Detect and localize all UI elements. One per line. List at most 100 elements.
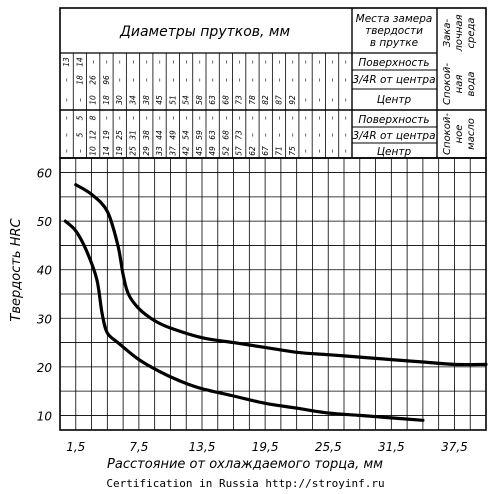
x-axis-label: Расстояние от охлаждаемого торца, мм bbox=[107, 457, 383, 472]
medium-water-2: ная bbox=[454, 75, 465, 94]
table-cell: 73 bbox=[235, 130, 244, 140]
table-cell: – bbox=[102, 60, 111, 64]
table-cell: 58 bbox=[195, 95, 204, 105]
table-cell: 38 bbox=[142, 95, 151, 105]
table-cell: – bbox=[115, 78, 124, 82]
table-cell: 19 bbox=[115, 146, 124, 156]
table-cell: – bbox=[288, 78, 297, 82]
medium-water-3: вода bbox=[466, 71, 477, 96]
medium-water-1: Спокой- bbox=[442, 63, 453, 105]
table-cell: – bbox=[248, 60, 257, 64]
table-cell: 12 bbox=[89, 130, 98, 140]
y-tick-label: 50 bbox=[37, 215, 53, 229]
table-cell: – bbox=[195, 60, 204, 64]
table-cell: 37 bbox=[168, 146, 177, 156]
table-cell: – bbox=[261, 133, 270, 137]
y-tick-label: 20 bbox=[37, 361, 53, 375]
header-place-2: твердости bbox=[365, 25, 423, 37]
table-cell: – bbox=[62, 98, 71, 102]
x-tick-labels: 1,5 7,5 13,5 19,5 25,5 31,5 37,5 bbox=[66, 440, 468, 454]
table-cell: 44 bbox=[155, 130, 164, 140]
x-tick-label: 7,5 bbox=[129, 440, 148, 454]
table-cell: – bbox=[261, 60, 270, 64]
table-cell: – bbox=[168, 116, 177, 120]
table-cell: 49 bbox=[208, 146, 217, 156]
table-cell: 42 bbox=[182, 146, 191, 156]
table-cell: 14 bbox=[75, 57, 84, 67]
table-cell: – bbox=[142, 78, 151, 82]
table-cell: – bbox=[314, 116, 323, 120]
y-tick-labels: 10 20 30 40 50 60 bbox=[37, 167, 53, 424]
table-cell: 51 bbox=[168, 95, 177, 105]
table-cell: – bbox=[208, 116, 217, 120]
table-cell: – bbox=[341, 116, 350, 120]
table-cell: 8 bbox=[89, 115, 98, 120]
x-tick-label: 25,5 bbox=[315, 440, 342, 454]
y-tick-label: 60 bbox=[37, 167, 53, 181]
table-cell: – bbox=[248, 78, 257, 82]
x-tick-label: 37,5 bbox=[441, 440, 468, 454]
table-cell: – bbox=[288, 116, 297, 120]
table-cell: – bbox=[314, 149, 323, 153]
table-cell: 59 bbox=[195, 130, 204, 140]
place-water-center: Центр bbox=[377, 94, 412, 106]
header-medium-1: Зака- bbox=[442, 18, 453, 47]
table-cell: – bbox=[261, 116, 270, 120]
table-cell: – bbox=[75, 149, 84, 153]
table-cell: 54 bbox=[182, 95, 191, 105]
x-tick-label: 31,5 bbox=[378, 440, 405, 454]
table-cell: 75 bbox=[288, 146, 297, 156]
table-cell: – bbox=[288, 60, 297, 64]
place-oil-34r: 3/4R от центра bbox=[352, 130, 435, 142]
header-place-1: Места замера bbox=[356, 13, 433, 25]
table-cell: 45 bbox=[155, 95, 164, 105]
table-cell: – bbox=[275, 78, 284, 82]
table-cell: 33 bbox=[155, 146, 164, 156]
table-cell: – bbox=[129, 78, 138, 82]
chart-frame bbox=[59, 157, 487, 431]
y-tick-label: 40 bbox=[37, 264, 53, 278]
table-cell: 73 bbox=[235, 95, 244, 105]
table-cell: – bbox=[301, 149, 310, 153]
table-cell: 96 bbox=[102, 75, 111, 85]
table-cell: 92 bbox=[288, 95, 297, 105]
table-cell: 30 bbox=[115, 95, 124, 105]
table-cell: 71 bbox=[275, 146, 284, 156]
table-cell: – bbox=[235, 116, 244, 120]
y-tick-label: 30 bbox=[37, 312, 53, 326]
header-medium-2: лочная bbox=[454, 14, 465, 52]
table-cell: – bbox=[221, 78, 230, 82]
table-cell: – bbox=[129, 116, 138, 120]
place-oil-center: Центр bbox=[377, 146, 412, 158]
table-cell: – bbox=[182, 60, 191, 64]
footer-credit: Certification in Russia http://stroyinf.… bbox=[106, 477, 385, 490]
table-cell: – bbox=[75, 98, 84, 102]
table-cell: – bbox=[115, 116, 124, 120]
y-tick-label: 10 bbox=[37, 409, 53, 423]
table-cell: – bbox=[208, 78, 217, 82]
table-cell: 67 bbox=[261, 146, 270, 156]
place-water-surface: Поверхность bbox=[358, 57, 429, 69]
table-cells: 13 14– – – – – – – – – – – – – – – – – – – –– 18 26 96– – – – – – – – –… bbox=[62, 57, 350, 156]
table-cell: – bbox=[314, 133, 323, 137]
table-cell: 52 bbox=[221, 146, 230, 156]
table-cell: – bbox=[195, 78, 204, 82]
x-tick-label: 1,5 bbox=[66, 440, 85, 454]
table-cell: – bbox=[314, 78, 323, 82]
header-medium-3: среда bbox=[466, 17, 477, 48]
table-cell: – bbox=[62, 116, 71, 120]
table-cell: – bbox=[248, 116, 257, 120]
table-cell: – bbox=[341, 60, 350, 64]
table-cell: – bbox=[275, 116, 284, 120]
table-cell: 26 bbox=[89, 75, 98, 85]
table-cell: 14 bbox=[102, 146, 111, 156]
table-cell: – bbox=[142, 60, 151, 64]
table-cell: – bbox=[155, 116, 164, 120]
place-oil-surface: Поверхность bbox=[358, 114, 429, 126]
medium-oil-1: Спокой- bbox=[442, 113, 453, 155]
table-cell: 18 bbox=[102, 95, 111, 105]
hardness-chart: 10 20 30 40 50 60 1,5 7,5 13,5 19,5 25,5 31,5 37,5 bbox=[37, 157, 488, 454]
table-cell: – bbox=[182, 116, 191, 120]
table-cell: 45 bbox=[195, 146, 204, 156]
